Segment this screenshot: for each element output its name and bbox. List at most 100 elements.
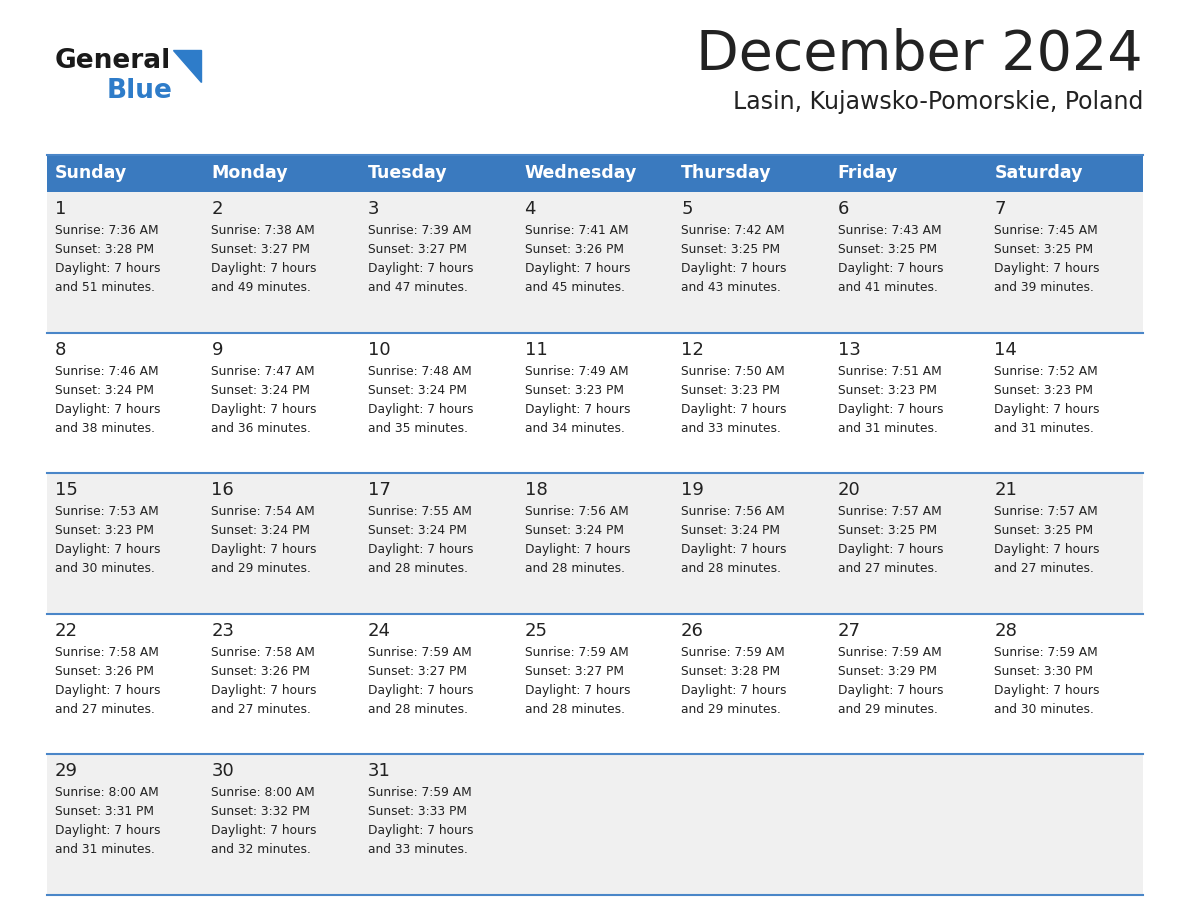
Text: Sunrise: 7:54 AM: Sunrise: 7:54 AM — [211, 505, 315, 518]
Text: and 27 minutes.: and 27 minutes. — [211, 703, 311, 716]
Text: Sunrise: 7:46 AM: Sunrise: 7:46 AM — [55, 364, 158, 377]
Text: Tuesday: Tuesday — [368, 164, 448, 183]
Text: Sunset: 3:33 PM: Sunset: 3:33 PM — [368, 805, 467, 819]
Text: and 28 minutes.: and 28 minutes. — [368, 703, 468, 716]
Text: Sunrise: 7:53 AM: Sunrise: 7:53 AM — [55, 505, 158, 518]
Text: Daylight: 7 hours: Daylight: 7 hours — [368, 543, 474, 556]
Text: Sunrise: 7:48 AM: Sunrise: 7:48 AM — [368, 364, 472, 377]
Text: Daylight: 7 hours: Daylight: 7 hours — [838, 403, 943, 416]
Text: Daylight: 7 hours: Daylight: 7 hours — [838, 684, 943, 697]
Text: Sunrise: 8:00 AM: Sunrise: 8:00 AM — [211, 787, 315, 800]
Text: Sunrise: 7:59 AM: Sunrise: 7:59 AM — [681, 645, 785, 659]
Bar — [48, 755, 1143, 895]
Text: 20: 20 — [838, 481, 860, 499]
Text: Sunset: 3:23 PM: Sunset: 3:23 PM — [838, 384, 936, 397]
Text: Sunset: 3:28 PM: Sunset: 3:28 PM — [55, 243, 154, 256]
Text: Saturday: Saturday — [994, 164, 1082, 183]
Text: Sunday: Sunday — [55, 164, 127, 183]
Text: Sunrise: 7:59 AM: Sunrise: 7:59 AM — [525, 645, 628, 659]
Text: Daylight: 7 hours: Daylight: 7 hours — [994, 684, 1100, 697]
Text: and 49 minutes.: and 49 minutes. — [211, 281, 311, 294]
Text: Sunrise: 7:59 AM: Sunrise: 7:59 AM — [368, 787, 472, 800]
Text: Daylight: 7 hours: Daylight: 7 hours — [681, 262, 786, 275]
Text: 24: 24 — [368, 621, 391, 640]
Text: Sunset: 3:23 PM: Sunset: 3:23 PM — [55, 524, 153, 537]
Text: and 45 minutes.: and 45 minutes. — [525, 281, 625, 294]
Text: and 51 minutes.: and 51 minutes. — [55, 281, 154, 294]
Text: Daylight: 7 hours: Daylight: 7 hours — [525, 543, 630, 556]
Text: and 29 minutes.: and 29 minutes. — [211, 562, 311, 576]
Text: and 35 minutes.: and 35 minutes. — [368, 421, 468, 434]
Text: 19: 19 — [681, 481, 704, 499]
Text: Sunrise: 7:57 AM: Sunrise: 7:57 AM — [994, 505, 1098, 518]
Text: Sunrise: 7:36 AM: Sunrise: 7:36 AM — [55, 224, 158, 237]
Text: and 32 minutes.: and 32 minutes. — [211, 844, 311, 856]
Text: Daylight: 7 hours: Daylight: 7 hours — [368, 403, 474, 416]
Text: Daylight: 7 hours: Daylight: 7 hours — [55, 403, 160, 416]
Text: and 39 minutes.: and 39 minutes. — [994, 281, 1094, 294]
Text: 14: 14 — [994, 341, 1017, 359]
Text: 17: 17 — [368, 481, 391, 499]
Text: 30: 30 — [211, 763, 234, 780]
Text: Sunset: 3:26 PM: Sunset: 3:26 PM — [55, 665, 153, 677]
Text: Daylight: 7 hours: Daylight: 7 hours — [994, 262, 1100, 275]
Text: Sunrise: 7:56 AM: Sunrise: 7:56 AM — [525, 505, 628, 518]
Text: Sunset: 3:25 PM: Sunset: 3:25 PM — [994, 243, 1093, 256]
Text: Sunrise: 7:49 AM: Sunrise: 7:49 AM — [525, 364, 628, 377]
Text: 2: 2 — [211, 200, 223, 218]
Text: and 33 minutes.: and 33 minutes. — [368, 844, 468, 856]
Text: Sunset: 3:25 PM: Sunset: 3:25 PM — [838, 243, 937, 256]
Text: Daylight: 7 hours: Daylight: 7 hours — [838, 262, 943, 275]
Text: Sunset: 3:24 PM: Sunset: 3:24 PM — [681, 524, 781, 537]
Text: 22: 22 — [55, 621, 78, 640]
Text: Daylight: 7 hours: Daylight: 7 hours — [525, 403, 630, 416]
Text: Daylight: 7 hours: Daylight: 7 hours — [55, 543, 160, 556]
Text: Sunset: 3:24 PM: Sunset: 3:24 PM — [55, 384, 153, 397]
Text: Sunrise: 7:57 AM: Sunrise: 7:57 AM — [838, 505, 941, 518]
Text: and 33 minutes.: and 33 minutes. — [681, 421, 781, 434]
Text: and 41 minutes.: and 41 minutes. — [838, 281, 937, 294]
Text: Sunrise: 7:58 AM: Sunrise: 7:58 AM — [211, 645, 315, 659]
Text: Daylight: 7 hours: Daylight: 7 hours — [211, 403, 317, 416]
Text: Daylight: 7 hours: Daylight: 7 hours — [681, 543, 786, 556]
Text: 3: 3 — [368, 200, 379, 218]
Text: and 29 minutes.: and 29 minutes. — [838, 703, 937, 716]
Text: Daylight: 7 hours: Daylight: 7 hours — [681, 684, 786, 697]
Text: and 47 minutes.: and 47 minutes. — [368, 281, 468, 294]
Text: and 28 minutes.: and 28 minutes. — [681, 562, 782, 576]
Text: Sunrise: 7:56 AM: Sunrise: 7:56 AM — [681, 505, 785, 518]
Text: Sunset: 3:27 PM: Sunset: 3:27 PM — [211, 243, 310, 256]
Text: 29: 29 — [55, 763, 78, 780]
Text: Sunset: 3:24 PM: Sunset: 3:24 PM — [368, 384, 467, 397]
Text: 25: 25 — [525, 621, 548, 640]
Text: 15: 15 — [55, 481, 77, 499]
Text: 18: 18 — [525, 481, 548, 499]
Text: Sunrise: 8:00 AM: Sunrise: 8:00 AM — [55, 787, 158, 800]
Text: Sunrise: 7:51 AM: Sunrise: 7:51 AM — [838, 364, 941, 377]
Text: Daylight: 7 hours: Daylight: 7 hours — [994, 543, 1100, 556]
Text: Sunset: 3:24 PM: Sunset: 3:24 PM — [211, 384, 310, 397]
Text: Sunrise: 7:38 AM: Sunrise: 7:38 AM — [211, 224, 315, 237]
Text: 4: 4 — [525, 200, 536, 218]
Text: Sunset: 3:26 PM: Sunset: 3:26 PM — [525, 243, 624, 256]
Text: Monday: Monday — [211, 164, 287, 183]
Text: Daylight: 7 hours: Daylight: 7 hours — [994, 403, 1100, 416]
Text: and 28 minutes.: and 28 minutes. — [525, 562, 625, 576]
Text: 7: 7 — [994, 200, 1006, 218]
Text: Sunset: 3:32 PM: Sunset: 3:32 PM — [211, 805, 310, 819]
Text: 12: 12 — [681, 341, 704, 359]
Text: Daylight: 7 hours: Daylight: 7 hours — [211, 262, 317, 275]
Text: and 30 minutes.: and 30 minutes. — [55, 562, 154, 576]
Text: and 31 minutes.: and 31 minutes. — [55, 844, 154, 856]
Text: 31: 31 — [368, 763, 391, 780]
Text: 11: 11 — [525, 341, 548, 359]
Text: Daylight: 7 hours: Daylight: 7 hours — [55, 684, 160, 697]
Text: and 30 minutes.: and 30 minutes. — [994, 703, 1094, 716]
Text: Sunset: 3:27 PM: Sunset: 3:27 PM — [525, 665, 624, 677]
Text: Sunset: 3:26 PM: Sunset: 3:26 PM — [211, 665, 310, 677]
Text: Sunset: 3:27 PM: Sunset: 3:27 PM — [368, 665, 467, 677]
Text: Sunset: 3:31 PM: Sunset: 3:31 PM — [55, 805, 153, 819]
Text: Sunrise: 7:43 AM: Sunrise: 7:43 AM — [838, 224, 941, 237]
Bar — [48, 192, 1143, 332]
Text: 16: 16 — [211, 481, 234, 499]
